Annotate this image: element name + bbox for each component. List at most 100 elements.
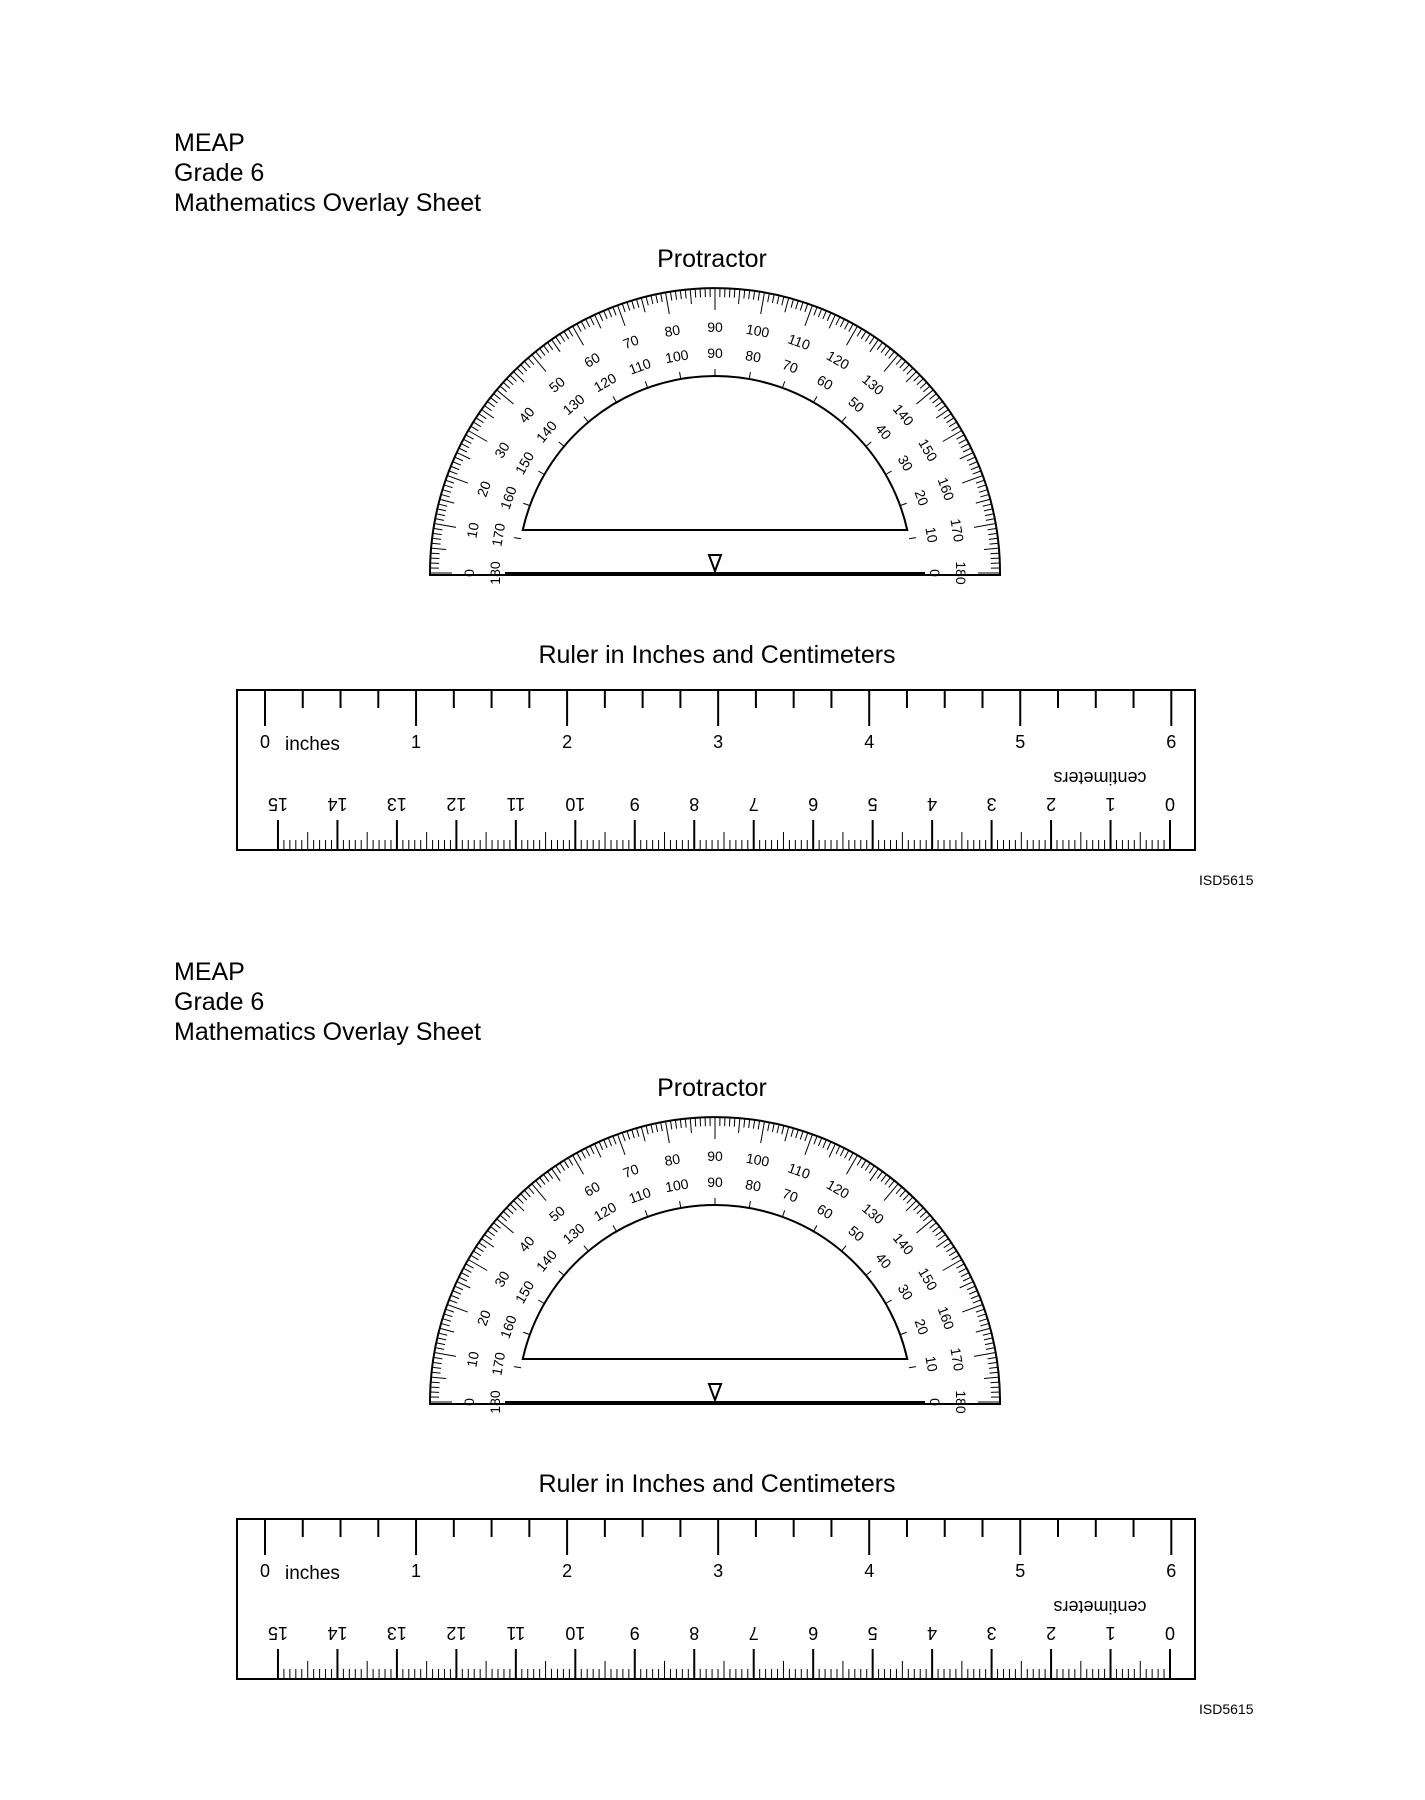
- protractor-tick: [580, 1150, 586, 1159]
- protractor-tick: [760, 292, 765, 315]
- protractor-tick: [942, 430, 963, 442]
- protractor-tick: [989, 1371, 999, 1374]
- protractor-inner-tick: [523, 1331, 531, 1336]
- protractor-tick: [899, 360, 907, 369]
- protractor-inner-label: 20: [912, 1317, 932, 1337]
- protractor-inner-label: 60: [814, 372, 836, 394]
- protractor-tick: [645, 1125, 649, 1135]
- protractor-tick: [465, 1263, 474, 1269]
- protractor-tick: [869, 1168, 879, 1182]
- protractor-outer-label: 160: [935, 475, 958, 503]
- protractor-tick: [828, 1143, 836, 1158]
- protractor-tick: [445, 1308, 455, 1313]
- protractor-outer-label: 0: [461, 569, 477, 577]
- protractor-inner-tick: [885, 470, 892, 475]
- protractor-tick: [987, 1356, 997, 1360]
- protractor-tick: [968, 461, 978, 466]
- protractor-tick: [987, 527, 997, 531]
- protractor-tick: [922, 1214, 931, 1222]
- protractor-ticks: [430, 1117, 1000, 1403]
- protractor-inner-tick: [841, 1245, 847, 1252]
- header-line-subject: Mathematics Overlay Sheet: [174, 1018, 482, 1046]
- ruler-title: Ruler in Inches and Centimeters: [538, 641, 896, 669]
- ruler-cm-label: 4: [927, 794, 937, 814]
- protractor-tick: [547, 1171, 554, 1180]
- protractor-inner-label: 170: [488, 522, 508, 548]
- protractor-tick: [509, 1203, 517, 1211]
- protractor-tick: [932, 1226, 940, 1233]
- protractor-tick: [470, 1254, 479, 1261]
- protractor-tick: [473, 1250, 482, 1257]
- protractor-tick: [973, 523, 996, 528]
- ruler-inch-label: 6: [1166, 732, 1176, 752]
- protractor-tick: [767, 1122, 770, 1132]
- protractor-tick: [631, 1129, 635, 1139]
- protractor-tick: [594, 1143, 602, 1158]
- protractor-tick: [864, 1162, 871, 1171]
- protractor-tick: [980, 1322, 990, 1327]
- protractor-inner-label: 0: [927, 569, 943, 577]
- protractor-tick: [935, 409, 949, 419]
- ruler-cm-label: 5: [868, 1623, 878, 1643]
- protractor-tick: [635, 298, 640, 308]
- ruler-cm-label: 13: [387, 1623, 407, 1643]
- protractor-tick: [689, 289, 692, 305]
- protractor-tick: [437, 508, 447, 512]
- header-line-subject: Mathematics Overlay Sheet: [174, 189, 482, 217]
- protractor-inner-tick: [514, 1366, 522, 1369]
- protractor-tick: [431, 1371, 441, 1374]
- protractor-outer-label: 60: [581, 1178, 603, 1200]
- protractor-tick: [445, 479, 455, 484]
- protractor-tick: [826, 1141, 832, 1151]
- protractor-tick: [559, 333, 566, 342]
- protractor-inner-tick: [538, 1299, 545, 1304]
- protractor-inner-tick: [899, 1331, 907, 1336]
- protractor-tick: [430, 1381, 440, 1384]
- protractor-tick: [460, 1272, 470, 1278]
- ruler-centimeters-label: centimeters: [1053, 768, 1146, 788]
- protractor-title: Protractor: [657, 1074, 767, 1102]
- protractor-tick: [916, 1218, 934, 1234]
- protractor-inner-tick: [908, 1366, 916, 1369]
- protractor-tick: [784, 297, 790, 313]
- protractor-tick: [988, 1366, 998, 1369]
- protractor-tick: [948, 1250, 957, 1257]
- protractor-tick: [937, 405, 946, 412]
- protractor-tick: [523, 360, 531, 369]
- protractor-outer-label: 180: [953, 561, 969, 585]
- protractor-tick: [452, 1290, 462, 1295]
- protractor-tick: [848, 323, 854, 332]
- protractor-tick: [439, 498, 455, 504]
- protractor-tick: [902, 1193, 910, 1201]
- protractor-tick: [817, 308, 823, 318]
- ruler-cm-label: 7: [749, 794, 759, 814]
- protractor-tick: [527, 357, 535, 366]
- protractor-tick: [776, 295, 780, 305]
- protractor-tick: [443, 484, 453, 489]
- protractor-tick: [983, 1376, 999, 1379]
- protractor-tick: [650, 295, 654, 305]
- protractor-tick: [813, 1135, 818, 1145]
- protractor-tick: [752, 290, 756, 300]
- ruler-cm-label: 2: [1046, 1623, 1056, 1643]
- protractor-tick: [984, 513, 994, 517]
- protractor-tick: [506, 378, 514, 386]
- protractor-tick: [465, 434, 474, 440]
- protractor-tick: [433, 527, 443, 531]
- protractor-tick: [598, 1141, 604, 1151]
- protractor-tick: [432, 1366, 442, 1369]
- protractor-inner-tick: [813, 396, 818, 403]
- protractor-inner-tick: [612, 396, 617, 403]
- ruler-cm-label: 3: [987, 794, 997, 814]
- protractor-tick: [499, 1214, 508, 1222]
- protractor-tick: [961, 475, 983, 484]
- protractor-tick: [961, 1304, 983, 1313]
- ruler-cm-label: 7: [749, 1623, 759, 1643]
- document-code: ISD5615: [1199, 872, 1254, 888]
- protractor-inner-label: 180: [487, 561, 503, 585]
- protractor-tick: [966, 456, 976, 462]
- protractor-tick: [985, 518, 995, 521]
- protractor-tick: [937, 1234, 946, 1241]
